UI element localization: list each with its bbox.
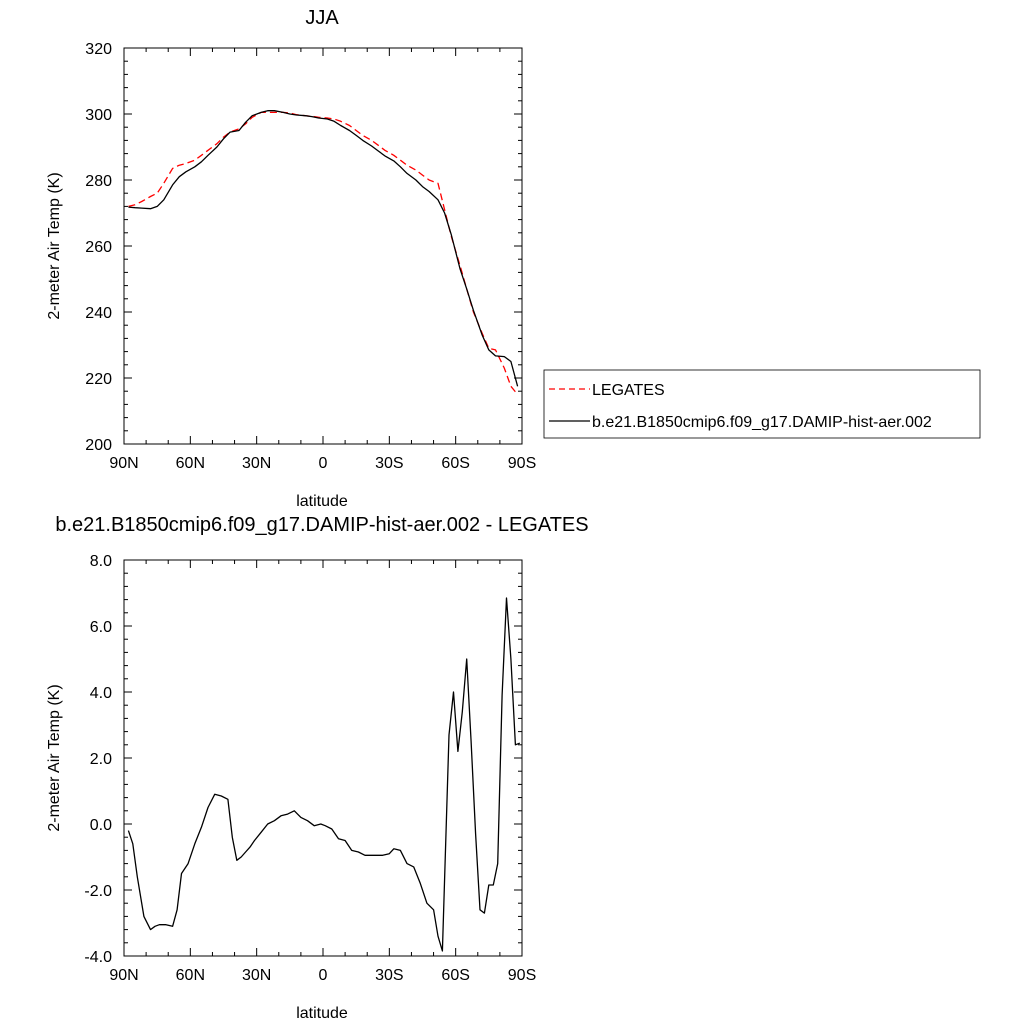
y-tick-label: 8.0 xyxy=(90,553,112,570)
x-tick-label: 90S xyxy=(508,967,536,984)
x-tick-label: 90N xyxy=(109,455,138,472)
x-tick-label: 30N xyxy=(242,455,271,472)
y-tick-label: 0.0 xyxy=(90,817,112,834)
top-series-lines xyxy=(128,110,519,395)
y-tick-label: 320 xyxy=(85,41,112,58)
model-line xyxy=(128,110,519,387)
legend-label-legates: LEGATES xyxy=(592,382,665,399)
bottom-panel: b.e21.B1850cmip6.f09_g17.DAMIP-hist-aer.… xyxy=(46,514,589,1022)
top-x-axis-label: latitude xyxy=(296,493,348,510)
legend-label-model: b.e21.B1850cmip6.f09_g17.DAMIP-hist-aer.… xyxy=(592,414,932,431)
x-tick-label: 0 xyxy=(319,967,328,984)
x-tick-label: 30S xyxy=(375,455,403,472)
y-tick-label: 2.0 xyxy=(90,751,112,768)
difference-line xyxy=(127,597,521,952)
top-axis-ticks: 90N 60N 30N 0 30S 60S 90S 200 220 240 260 280 300 320 xyxy=(85,41,536,472)
x-tick-label: 60S xyxy=(441,967,469,984)
top-plot-frame xyxy=(123,47,523,445)
legates-line xyxy=(128,111,519,395)
bottom-plot-frame xyxy=(123,559,523,957)
y-tick-label: 6.0 xyxy=(90,619,112,636)
top-panel: JJA 90N 60N 30N 0 30S 60S 90S 200 220 240 260 280 30… xyxy=(46,7,536,510)
top-chart-title: JJA xyxy=(305,7,339,29)
y-tick-label: 220 xyxy=(85,371,112,388)
x-tick-label: 60S xyxy=(441,455,469,472)
x-tick-label: 60N xyxy=(176,967,205,984)
bottom-y-axis-label: 2-meter Air Temp (K) xyxy=(46,684,63,831)
y-tick-label: -2.0 xyxy=(84,883,112,900)
x-tick-label: 60N xyxy=(176,455,205,472)
legend-box xyxy=(543,369,981,439)
legend: LEGATES b.e21.B1850cmip6.f09_g17.DAMIP-h… xyxy=(543,369,981,439)
y-tick-label: 300 xyxy=(85,107,112,124)
y-tick-label: 200 xyxy=(85,437,112,454)
bottom-axis-ticks: 90N 60N 30N 0 30S 60S 90S -4.0 -2.0 0.0 2.0 4.0 6.0 8… xyxy=(84,553,536,984)
y-tick-label: 240 xyxy=(85,305,112,322)
bottom-series-lines xyxy=(127,597,521,952)
y-tick-label: 4.0 xyxy=(90,685,112,702)
y-tick-label: 280 xyxy=(85,173,112,190)
x-tick-label: 30S xyxy=(375,967,403,984)
x-tick-label: 90N xyxy=(109,967,138,984)
y-tick-label: -4.0 xyxy=(84,949,112,966)
x-tick-label: 90S xyxy=(508,455,536,472)
x-tick-label: 30N xyxy=(242,967,271,984)
bottom-chart-title: b.e21.B1850cmip6.f09_g17.DAMIP-hist-aer.… xyxy=(55,514,588,536)
top-y-axis-label: 2-meter Air Temp (K) xyxy=(46,172,63,319)
x-tick-label: 0 xyxy=(319,455,328,472)
y-tick-label: 260 xyxy=(85,239,112,256)
bottom-x-axis-label: latitude xyxy=(296,1005,348,1022)
